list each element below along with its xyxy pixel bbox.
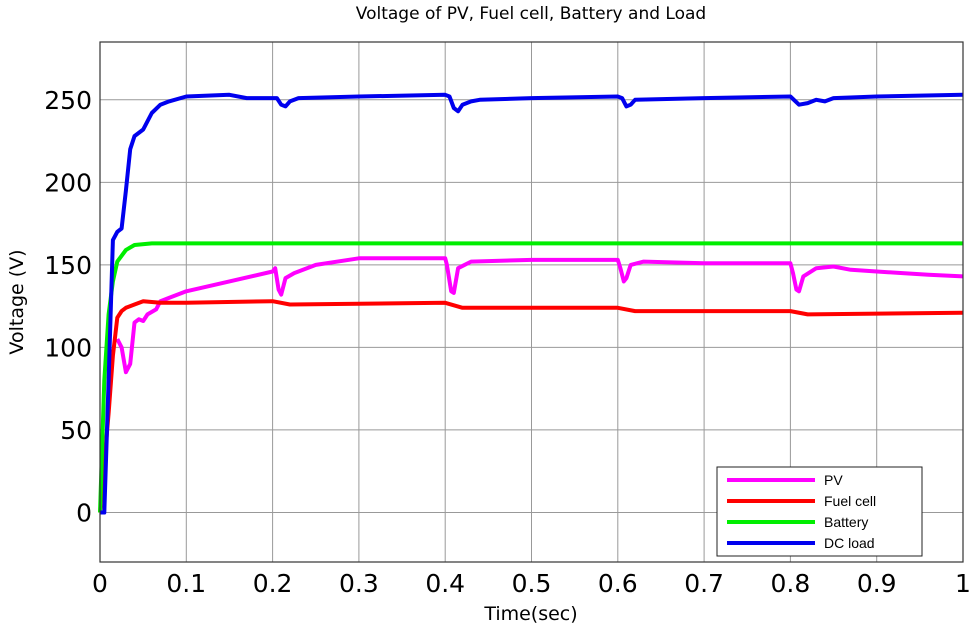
x-tick-label: 0.5: [512, 569, 552, 598]
x-tick-label: 0.6: [598, 569, 638, 598]
y-tick-label: 200: [44, 168, 92, 197]
legend-label: DC load: [824, 535, 875, 551]
x-tick-label: 0.7: [684, 569, 724, 598]
x-tick-label: 0.3: [339, 569, 379, 598]
x-tick-label: 0.8: [771, 569, 811, 598]
legend: PV Fuel cell Battery DC load: [716, 466, 923, 557]
legend-label: PV: [824, 472, 843, 488]
y-tick-labels: 0 50 100 150 200 250: [44, 86, 92, 528]
y-tick-label: 250: [44, 86, 92, 115]
series-line-battery: [98, 241, 963, 513]
y-axis-label: Voltage (V): [6, 249, 28, 354]
x-tick-labels: 0 0.1 0.2 0.3 0.4 0.5 0.6 0.7 0.8 0.9 1: [92, 569, 969, 598]
x-axis-label: Time(sec): [483, 603, 577, 625]
plot-frame: [99, 41, 964, 563]
series-lines: [98, 92, 964, 515]
legend-label: Battery: [824, 514, 868, 530]
y-tick-label: 0: [76, 498, 92, 527]
chart-title: Voltage of PV, Fuel cell, Battery and Lo…: [356, 4, 706, 24]
x-tick-label: 0: [92, 569, 108, 598]
x-tick-label: 0.9: [857, 569, 897, 598]
x-tick-label: 1: [955, 569, 969, 598]
x-tick-label: 0.2: [253, 569, 293, 598]
x-tick-label: 0.1: [166, 569, 206, 598]
y-tick-label: 50: [60, 416, 92, 445]
x-tick-label: 0.4: [425, 569, 465, 598]
y-tick-label: 150: [44, 251, 92, 280]
series-line-pv: [115, 256, 964, 375]
y-tick-label: 100: [44, 333, 92, 362]
legend-label: Fuel cell: [824, 493, 876, 509]
series-line-dc-load: [100, 92, 964, 515]
series-line-fuel-cell: [98, 299, 964, 513]
